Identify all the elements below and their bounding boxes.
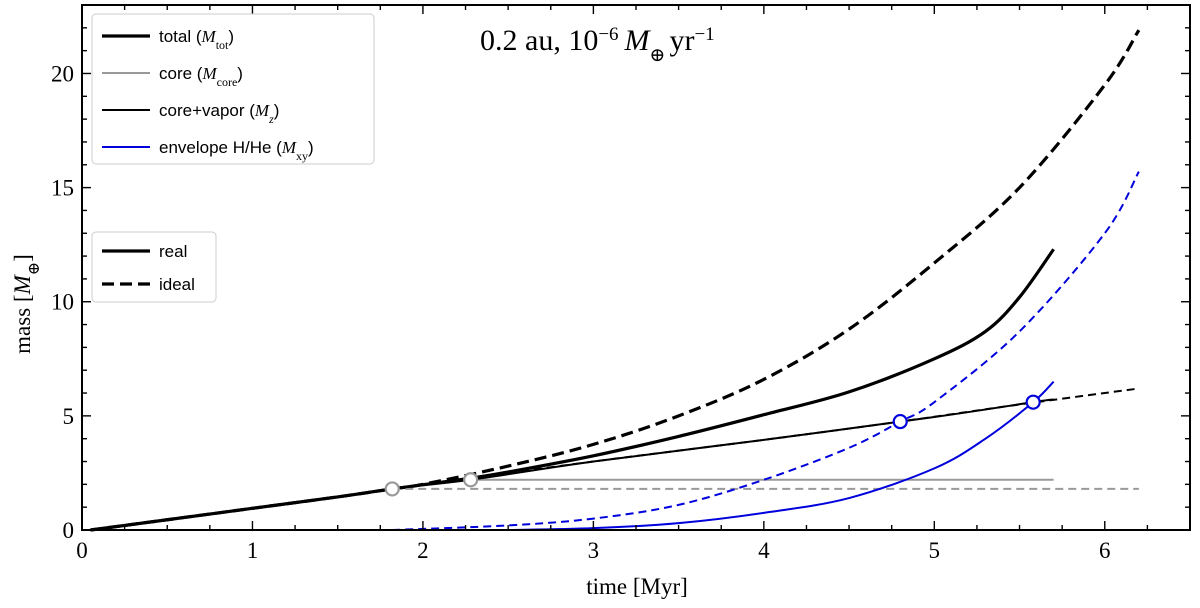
legend-entry-corevapor: core+vapor (Mz) [102,101,279,126]
series-envelope-h-he-ideal [392,171,1140,531]
y-tick-label: 20 [51,61,74,86]
x-tick-label: 2 [417,538,429,563]
legend-label: ideal [159,275,195,294]
legend-box [91,13,375,165]
marker-core-isolation-ideal [384,481,400,497]
legend-label: total (Mtot) [159,27,234,52]
legend-entry-ideal: ideal [102,275,195,294]
series-core-vapor-real [90,398,1054,531]
legend-entry-envelope: envelope H/He (Mxy) [102,138,314,163]
legend-label: core (Mcore) [159,64,243,89]
series-layer [90,29,1141,532]
y-tick-label: 5 [63,404,75,429]
y-tick-label: 0 [63,518,75,543]
legend-label: real [159,242,187,261]
series-envelope-h-he-real [508,380,1055,531]
axis-layer: 0 1 2 3 4 5 6 0 5 10 15 20 [51,4,1191,563]
legend-entry-core: core (Mcore) [102,64,243,89]
x-tick-label: 5 [929,538,941,563]
marker-crossover-ideal [892,413,908,430]
y-axis-label: mass [M⊕] [10,254,43,354]
legend-styles: real ideal [91,231,217,303]
legend-style-box [91,231,217,303]
x-tick-label: 3 [588,538,600,563]
marker-core-isolation-real [463,472,479,488]
chart-title: 0.2 au, 10−6 M⊕ yr−1 [480,24,715,66]
series-total-ideal [90,29,1141,532]
marker-crossover-real [1025,394,1041,410]
marker-layer [384,394,1041,497]
series-core-vapor-ideal [392,387,1139,490]
legend-entry-total: total (Mtot) [102,27,234,52]
series-total-real [90,248,1055,532]
legend-label: core+vapor (Mz) [159,101,279,126]
legend-entry-real: real [102,242,187,261]
x-tick-label: 4 [758,538,770,563]
x-tick-label: 6 [1099,538,1111,563]
legend-label: envelope H/He (Mxy) [159,138,314,163]
x-tick-label: 1 [247,538,259,563]
x-axis-label: time [Myr] [586,574,688,599]
legend-components: total (Mtot) core (Mcore) core+vapor (Mz) e… [91,13,375,165]
x-tick-label: 0 [76,538,88,563]
y-tick-label: 15 [51,176,74,201]
y-tick-label: 10 [51,290,74,315]
